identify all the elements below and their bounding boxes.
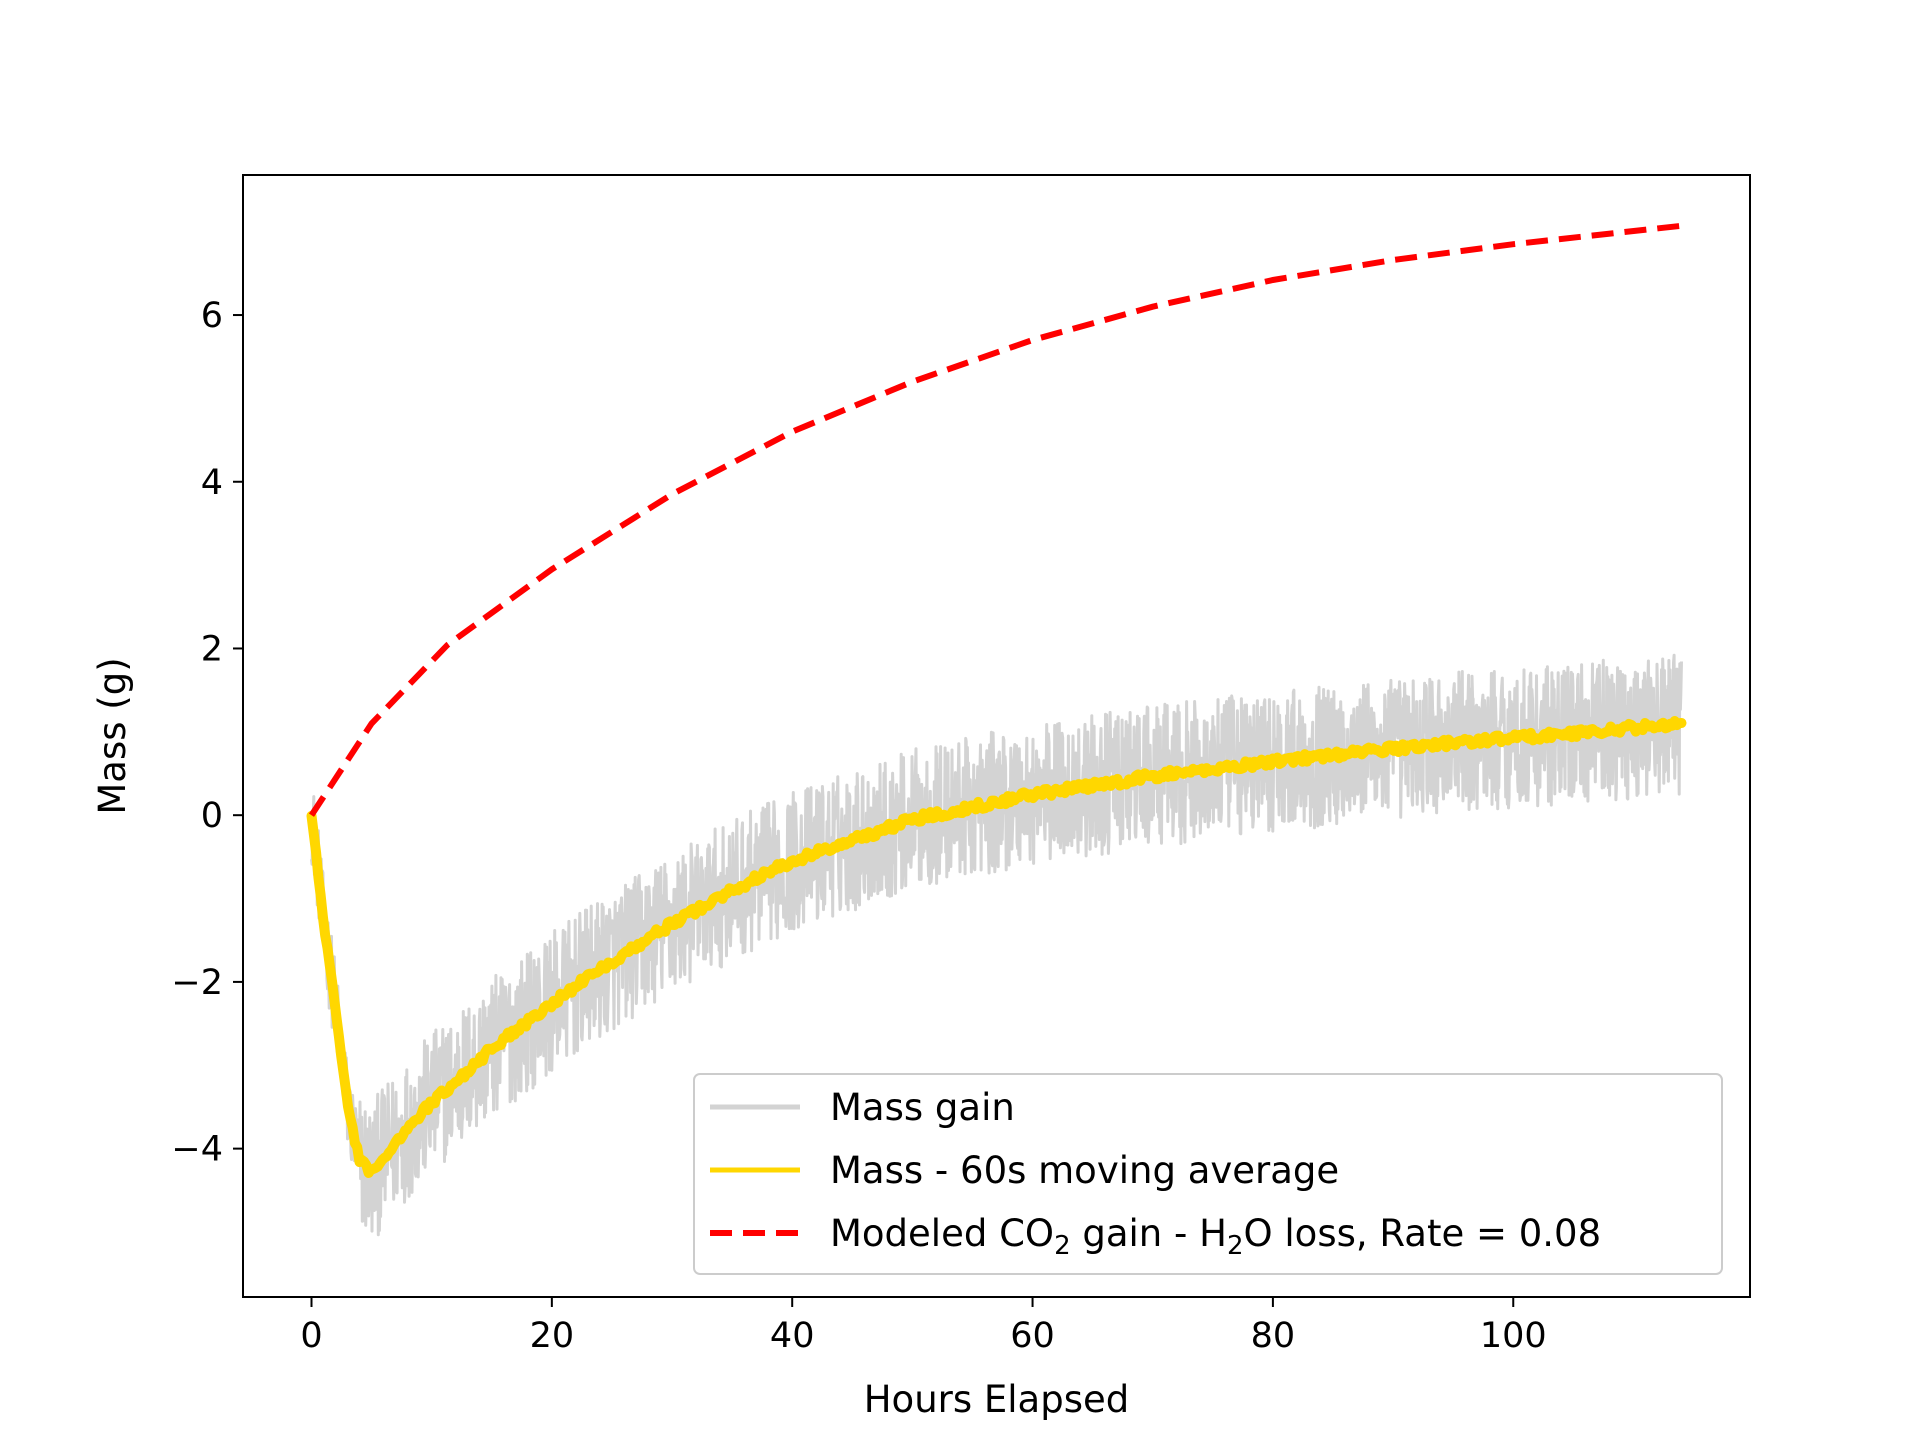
y-tick-label: −2 xyxy=(171,963,223,1003)
x-tick-label: 100 xyxy=(1480,1316,1547,1356)
y-tick-label: 4 xyxy=(201,463,223,503)
legend: Mass gain Mass - 60s moving average Mode… xyxy=(693,1073,1723,1275)
y-tick-label: 2 xyxy=(201,629,223,669)
plot-area xyxy=(306,222,1687,1237)
series-moving-average xyxy=(306,716,1687,1178)
axes-frame xyxy=(242,174,1751,1298)
legend-label-moving-average: Mass - 60s moving average xyxy=(830,1149,1339,1192)
x-tick-label: 40 xyxy=(770,1316,815,1356)
ticks: 0 20 40 60 80 100 −4 −2 0 2 4 6 xyxy=(171,296,1546,1356)
y-tick-label: 6 xyxy=(201,296,223,336)
x-tick-label: 80 xyxy=(1251,1316,1296,1356)
legend-box xyxy=(693,1073,1723,1275)
x-tick-label: 20 xyxy=(530,1316,575,1356)
legend-label-mass-gain: Mass gain xyxy=(830,1086,1015,1129)
x-tick-label: 60 xyxy=(1010,1316,1055,1356)
legend-label-modeled: Modeled CO2 gain - H2O loss, Rate = 0.08 xyxy=(830,1212,1601,1261)
x-axis-label: Hours Elapsed xyxy=(864,1378,1130,1421)
series-modeled xyxy=(308,222,1682,817)
y-tick-label: 0 xyxy=(201,796,223,836)
series-mass-gain xyxy=(310,653,1683,1237)
y-axis-label: Mass (g) xyxy=(91,657,134,814)
x-tick-label: 0 xyxy=(300,1316,322,1356)
y-tick-label: −4 xyxy=(171,1130,223,1170)
